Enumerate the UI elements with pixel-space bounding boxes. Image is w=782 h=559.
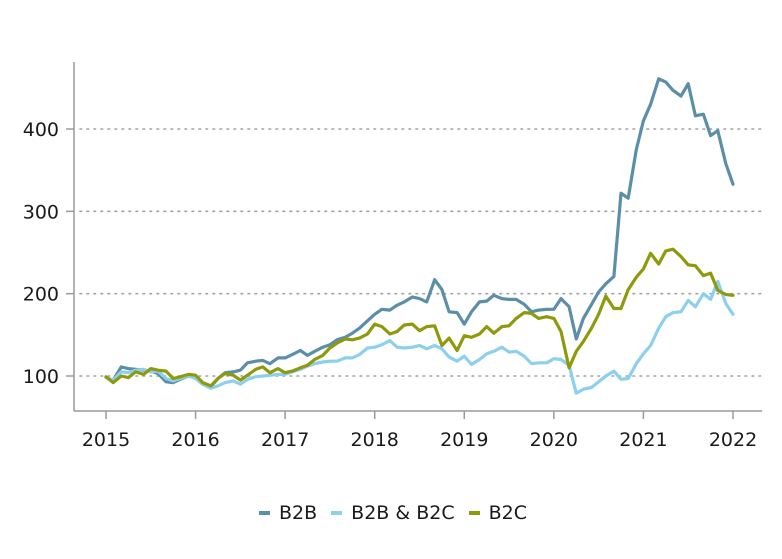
series-line-b2b-b2c xyxy=(104,279,735,395)
x-tick-label: 2016 xyxy=(171,429,219,451)
x-tick-label: 2020 xyxy=(530,429,578,451)
x-tick-label: 2015 xyxy=(82,429,130,451)
legend-label-b2b-b2c: B2B & B2C xyxy=(351,502,455,524)
x-tick-label: 2021 xyxy=(619,429,667,451)
y-tick-label: 200 xyxy=(23,284,59,306)
x-tick-label: 2017 xyxy=(261,429,309,451)
x-axis-ticks: 2015 2016 2017 2018 2019 2020 2021 2022 xyxy=(82,411,757,451)
legend-label-b2b: B2B xyxy=(278,502,318,524)
legend-label-b2c: B2C xyxy=(488,502,527,524)
y-tick-label: 400 xyxy=(23,119,59,141)
legend-swatch-b2b-b2c xyxy=(331,511,343,515)
series-lines xyxy=(104,77,735,395)
legend-item-b2b[interactable]: B2B xyxy=(258,502,318,524)
x-tick-label: 2019 xyxy=(440,429,488,451)
y-axis-ticks: 100 200 300 400 xyxy=(23,119,74,388)
legend-item-b2c[interactable]: B2C xyxy=(468,502,527,524)
legend: B2B B2B & B2C B2C xyxy=(0,502,782,524)
y-tick-label: 300 xyxy=(23,201,59,223)
line-chart: 100 200 300 400 2015 2016 2017 2018 2019 2020 202… xyxy=(23,62,763,451)
legend-swatch-b2c xyxy=(468,511,480,515)
series-line-b2c xyxy=(104,247,735,388)
gridlines xyxy=(79,128,763,377)
y-tick-label: 100 xyxy=(23,366,59,388)
x-tick-label: 2022 xyxy=(709,429,757,451)
x-tick-label: 2018 xyxy=(351,429,399,451)
legend-swatch-b2b xyxy=(258,511,270,515)
series-line-b2b xyxy=(104,77,735,389)
legend-item-b2b-b2c[interactable]: B2B & B2C xyxy=(331,502,455,524)
